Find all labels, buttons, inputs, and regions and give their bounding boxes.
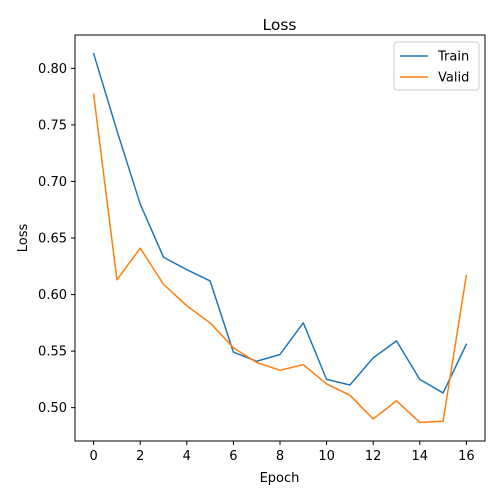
legend-label: Valid [438, 71, 469, 86]
x-tick-label: 12 [365, 449, 382, 464]
x-tick-label: 10 [318, 449, 335, 464]
y-axis: 0.50 0.55 0.60 0.65 0.70 0.75 0.80 [38, 62, 75, 416]
y-tick-label: 0.70 [38, 175, 67, 190]
legend: Train Valid [393, 41, 480, 91]
x-tick-label: 4 [183, 449, 191, 464]
x-axis: 0 2 4 6 8 10 12 14 16 [89, 441, 475, 464]
chart-title: Loss [263, 16, 297, 34]
y-axis-label: Loss [16, 224, 31, 253]
x-tick-label: 14 [411, 449, 428, 464]
y-tick-label: 0.75 [38, 118, 67, 133]
y-tick-label: 0.50 [38, 401, 67, 416]
y-tick-label: 0.80 [38, 62, 67, 77]
x-tick-label: 16 [458, 449, 475, 464]
x-tick-label: 2 [136, 449, 144, 464]
series-line-valid [92, 93, 468, 424]
legend-box [393, 41, 480, 91]
x-tick-label: 8 [276, 449, 284, 464]
series-line-train [92, 52, 468, 394]
y-tick-label: 0.65 [38, 232, 67, 247]
y-tick-label: 0.55 [38, 345, 67, 360]
x-axis-label: Epoch [260, 471, 300, 486]
x-tick-label: 6 [229, 449, 237, 464]
legend-label: Train [437, 50, 469, 65]
plot-area [92, 52, 468, 424]
x-tick-label: 0 [89, 449, 97, 464]
y-tick-label: 0.60 [38, 288, 67, 303]
